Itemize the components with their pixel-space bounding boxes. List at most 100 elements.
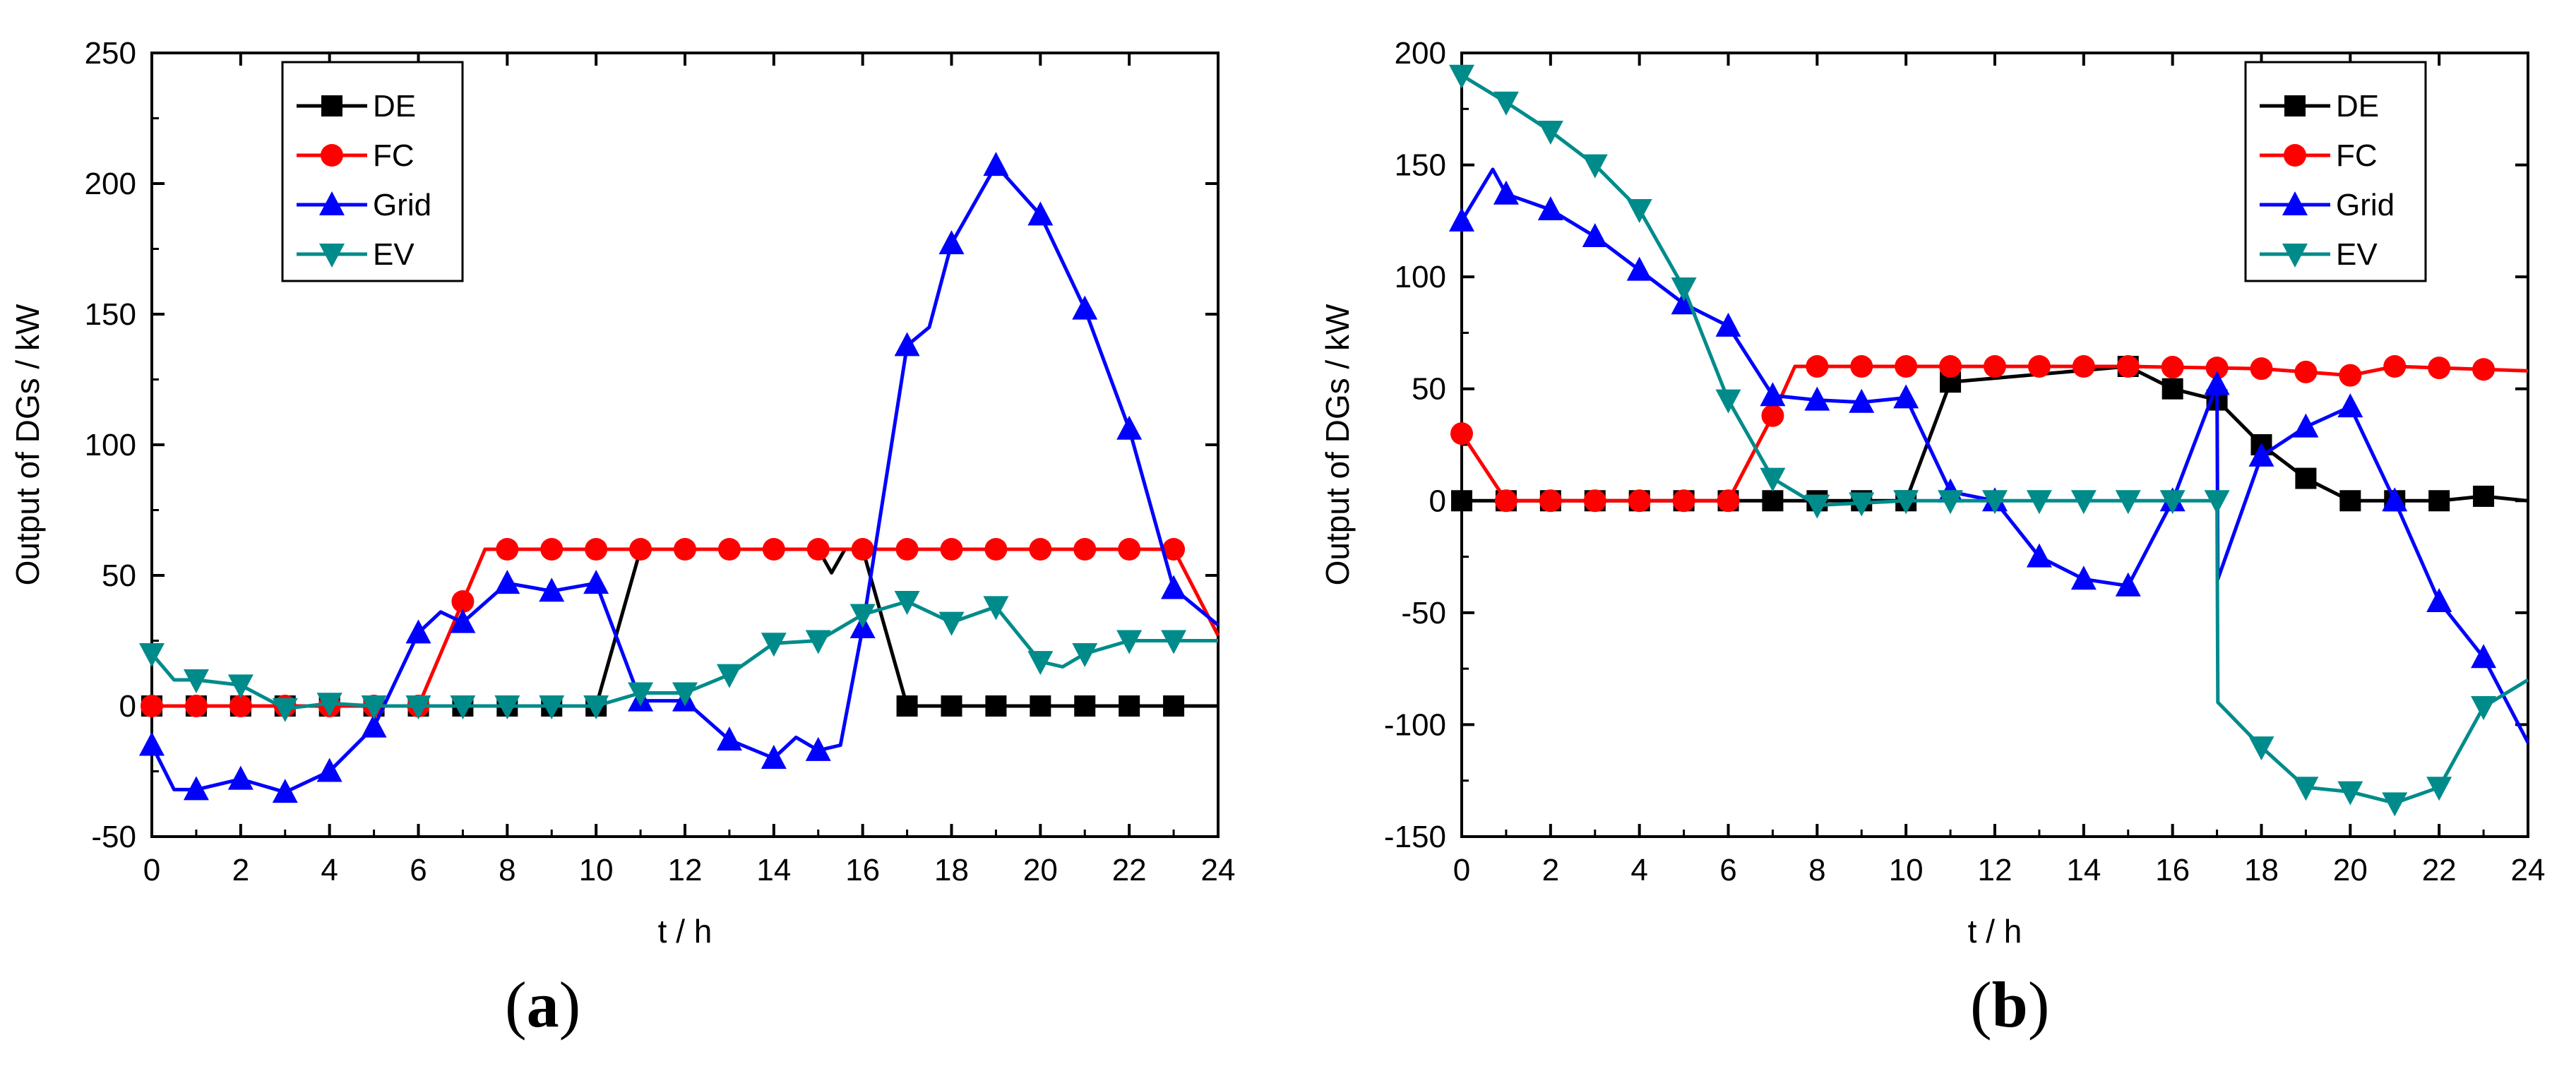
data-point <box>2472 358 2496 381</box>
x-tick-label: 12 <box>1978 853 2012 887</box>
legend-label-de: DE <box>2336 89 2379 124</box>
data-point <box>983 152 1009 176</box>
x-tick-label: 4 <box>1630 853 1647 887</box>
data-point <box>2426 588 2452 612</box>
y-tick-label: 250 <box>85 36 136 71</box>
x-tick-label: 6 <box>410 853 427 887</box>
data-point <box>941 695 962 717</box>
y-axis-label: Output of DGs / kW <box>9 304 46 585</box>
x-tick-label: 14 <box>756 853 791 887</box>
data-point <box>494 695 520 719</box>
data-point <box>1583 489 1606 513</box>
x-tick-label: 10 <box>1889 853 1924 887</box>
data-point <box>716 726 742 751</box>
x-tick-label: 8 <box>499 853 515 887</box>
data-point <box>1493 180 1519 205</box>
data-point <box>2115 572 2141 597</box>
data-point <box>851 538 874 561</box>
x-tick-label: 18 <box>2244 853 2279 887</box>
data-point <box>938 230 965 255</box>
data-point <box>539 695 565 719</box>
data-point <box>1717 489 1740 513</box>
legend-marker-fc <box>321 144 343 167</box>
data-point <box>1715 312 1741 337</box>
data-point <box>1938 490 1964 515</box>
data-point <box>2070 490 2097 515</box>
legend-marker-fc <box>2284 144 2306 167</box>
x-tick-label: 22 <box>2422 853 2457 887</box>
x-tick-label: 20 <box>1023 853 1058 887</box>
data-point <box>2382 487 2408 512</box>
data-point <box>983 596 1009 621</box>
data-point <box>361 695 387 719</box>
chart-a: 0 2 4 6 8 10 12 14 16 18 20 22 24-50050100150200250t… <box>9 36 1235 950</box>
data-point <box>2070 566 2097 590</box>
x-axis-label: t / h <box>1968 913 2022 950</box>
x-tick-label: 24 <box>1201 853 1236 887</box>
data-point <box>2382 792 2408 817</box>
data-point <box>1806 355 1829 378</box>
data-point <box>2161 356 2184 379</box>
data-point <box>1715 389 1741 414</box>
y-tick-label: 0 <box>119 689 136 724</box>
data-point <box>272 779 298 803</box>
panel-label-b: (b) <box>1970 969 2050 1041</box>
data-point <box>1494 489 1517 513</box>
x-tick-label: 6 <box>1719 853 1736 887</box>
x-axis-label: t / h <box>658 913 712 950</box>
x-tick-label: 16 <box>2155 853 2190 887</box>
data-point <box>2383 355 2407 378</box>
y-tick-label: -100 <box>1384 707 1446 742</box>
y-tick-label: 150 <box>1395 148 1446 183</box>
data-point <box>2205 357 2229 380</box>
legend-label-grid: Grid <box>2336 188 2395 222</box>
data-point <box>1161 575 1187 599</box>
data-point <box>227 765 254 790</box>
data-point <box>1118 538 1141 561</box>
data-point <box>2337 393 2363 418</box>
series-grid <box>139 152 1220 803</box>
data-point <box>2250 357 2273 381</box>
data-point <box>2248 736 2274 761</box>
legend-marker-ev <box>2282 244 2308 268</box>
y-tick-label: 50 <box>1412 372 1446 407</box>
data-point <box>2293 413 2319 438</box>
data-point <box>2471 644 2497 669</box>
data-point <box>761 745 787 769</box>
series-line-de <box>1462 364 2529 503</box>
data-point <box>183 776 209 801</box>
data-point <box>674 538 696 561</box>
legend-marker-grid <box>2282 191 2308 215</box>
x-tick-label: 14 <box>2066 853 2101 887</box>
legend-label-grid: Grid <box>373 188 431 222</box>
data-point <box>1939 355 1962 378</box>
series-line-fc <box>1460 364 2529 503</box>
data-point <box>272 698 298 722</box>
y-tick-label: 0 <box>1429 484 1446 518</box>
data-point <box>229 695 252 717</box>
legend-label-fc: FC <box>2336 138 2378 173</box>
data-point <box>1582 223 1608 248</box>
data-point <box>405 695 431 719</box>
data-point <box>1072 643 1098 667</box>
data-point <box>2204 490 2230 515</box>
data-point <box>806 538 830 561</box>
data-point <box>1451 490 1472 512</box>
series-fc <box>141 538 1220 717</box>
data-point <box>1982 490 2008 515</box>
data-point <box>1449 207 1474 232</box>
series-ev <box>139 591 1218 722</box>
data-point <box>2116 355 2140 378</box>
data-point <box>139 731 165 756</box>
legend-marker-de <box>321 95 342 116</box>
y-tick-label: -150 <box>1384 820 1446 854</box>
data-point <box>1493 91 1519 116</box>
legend-label-ev: EV <box>373 237 415 272</box>
series-ev <box>1449 64 2529 817</box>
legend-label-fc: FC <box>373 138 415 173</box>
x-tick-label: 16 <box>845 853 880 887</box>
y-axis-label: Output of DGs / kW <box>1319 304 1356 585</box>
data-point <box>583 695 609 719</box>
data-point <box>450 695 476 719</box>
data-point <box>494 570 520 594</box>
